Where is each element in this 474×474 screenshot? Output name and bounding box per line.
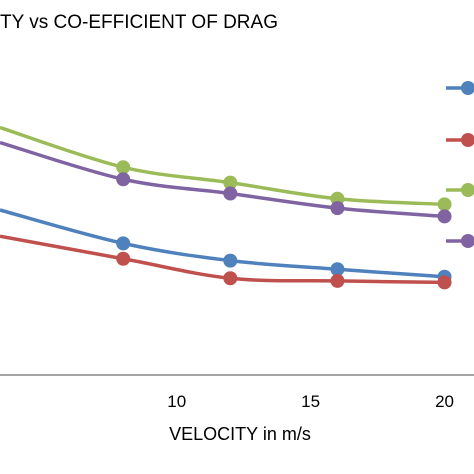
x-axis-label: VELOCITY in m/s <box>169 424 311 444</box>
data-point <box>330 273 345 288</box>
data-point <box>116 236 131 251</box>
legend-entry-4 <box>446 234 474 248</box>
data-point <box>223 186 238 201</box>
legend-entry-3 <box>446 183 474 197</box>
series-1-line <box>0 208 445 279</box>
data-point <box>330 262 345 277</box>
x-tick-label: 20 <box>435 392 454 411</box>
x-tick-label: 15 <box>301 392 320 411</box>
data-point <box>116 160 131 175</box>
legend-entry-1 <box>446 81 474 95</box>
data-point <box>223 271 238 286</box>
legend-marker <box>461 234 474 248</box>
data-point <box>437 275 452 290</box>
legend-marker <box>461 81 474 95</box>
data-point <box>116 251 131 266</box>
plot-area: 10 15 20 <box>0 125 474 411</box>
legend <box>446 81 474 248</box>
data-point <box>223 253 238 268</box>
data-point <box>223 175 238 190</box>
data-point <box>437 197 452 212</box>
chart-title: TY vs CO-EFFICIENT OF DRAG <box>0 12 278 33</box>
data-point <box>116 172 131 187</box>
series-4-line <box>0 140 445 219</box>
series-2 <box>0 234 452 290</box>
legend-marker <box>461 133 474 147</box>
data-point <box>437 209 452 224</box>
data-point <box>330 201 345 216</box>
series-4 <box>0 140 452 224</box>
legend-marker <box>461 183 474 197</box>
legend-entry-2 <box>446 133 474 147</box>
x-tick-labels: 10 15 20 <box>167 392 454 411</box>
x-tick-label: 10 <box>167 392 186 411</box>
series-layer <box>0 125 452 290</box>
